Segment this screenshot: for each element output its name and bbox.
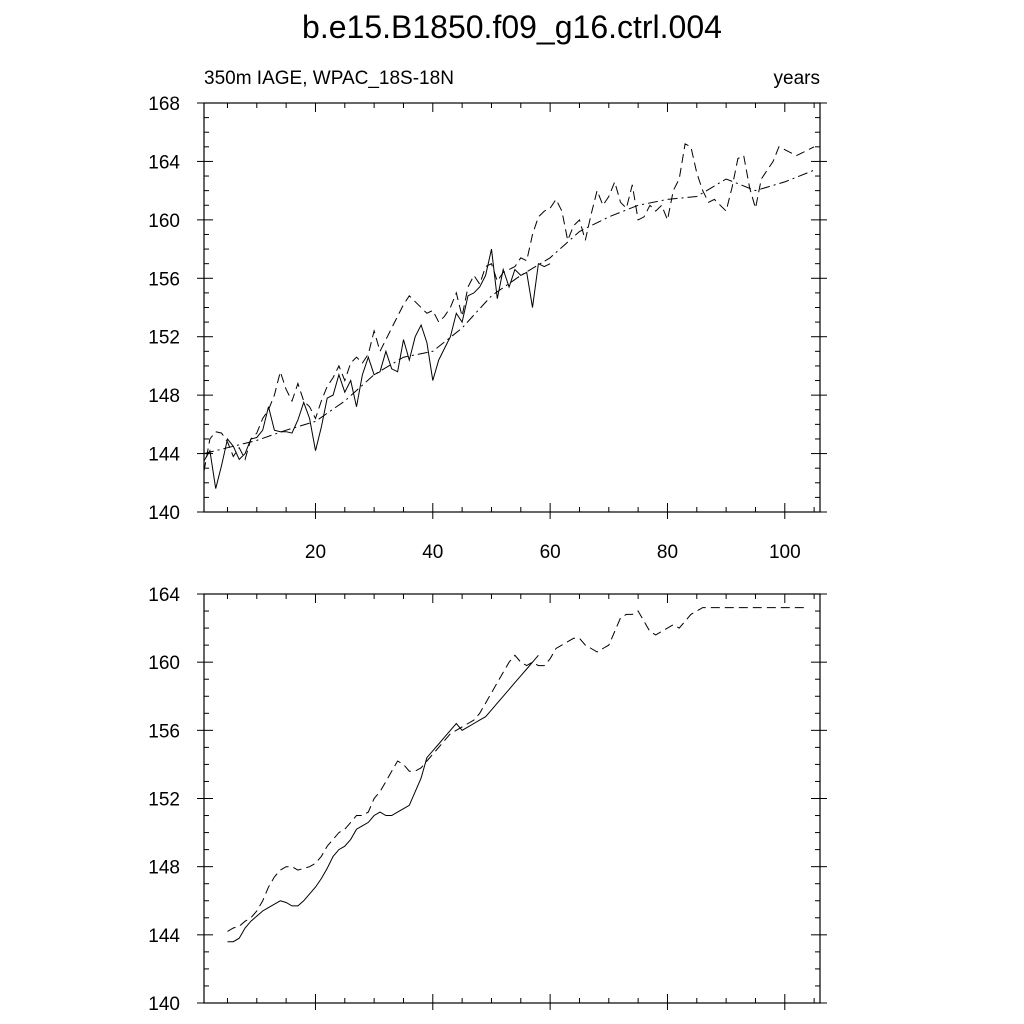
y-tick-label: 168 (148, 94, 180, 115)
plot-frame (203, 102, 821, 513)
y-tick-label: 164 (148, 585, 180, 606)
series-line-dashed (227, 607, 809, 932)
y-tick-label: 156 (148, 721, 180, 742)
plot-frame (203, 593, 821, 1004)
y-tick-label: 140 (148, 503, 180, 524)
y-tick-label: 156 (148, 269, 180, 290)
y-tick-label: 160 (148, 211, 180, 232)
x-tick-label: 80 (657, 542, 678, 563)
y-tick-label: 152 (148, 790, 180, 811)
chart-title: b.e15.B1850.f09_g16.ctrl.004 (302, 9, 722, 45)
x-tick-label: 60 (540, 542, 561, 563)
y-tick-label: 148 (148, 386, 180, 407)
series-line-dashed (203, 143, 815, 472)
y-tick-label: 148 (148, 858, 180, 879)
y-tick-label: 144 (148, 445, 180, 466)
y-tick-label: 144 (148, 926, 180, 947)
x-tick-label: 40 (422, 542, 443, 563)
series-line-solid (203, 248, 551, 489)
top-panel: 20 40 60 80 100 140 144 148 152 156 160 164 168 (148, 94, 827, 563)
bottom-panel: 140 144 148 152 156 160 164 (148, 585, 827, 1015)
y-tick-label: 140 (148, 994, 180, 1015)
y-tick-label: 152 (148, 328, 180, 349)
x-tick-label: 100 (769, 542, 801, 563)
top-left-label: 350m IAGE, WPAC_18S-18N (204, 68, 454, 89)
y-tick-label: 164 (148, 152, 180, 173)
x-tick-label: 20 (305, 542, 326, 563)
series-line-dashdot (203, 169, 815, 455)
top-right-label: years (774, 68, 820, 89)
series-line-solid (227, 654, 539, 943)
y-tick-label: 160 (148, 653, 180, 674)
